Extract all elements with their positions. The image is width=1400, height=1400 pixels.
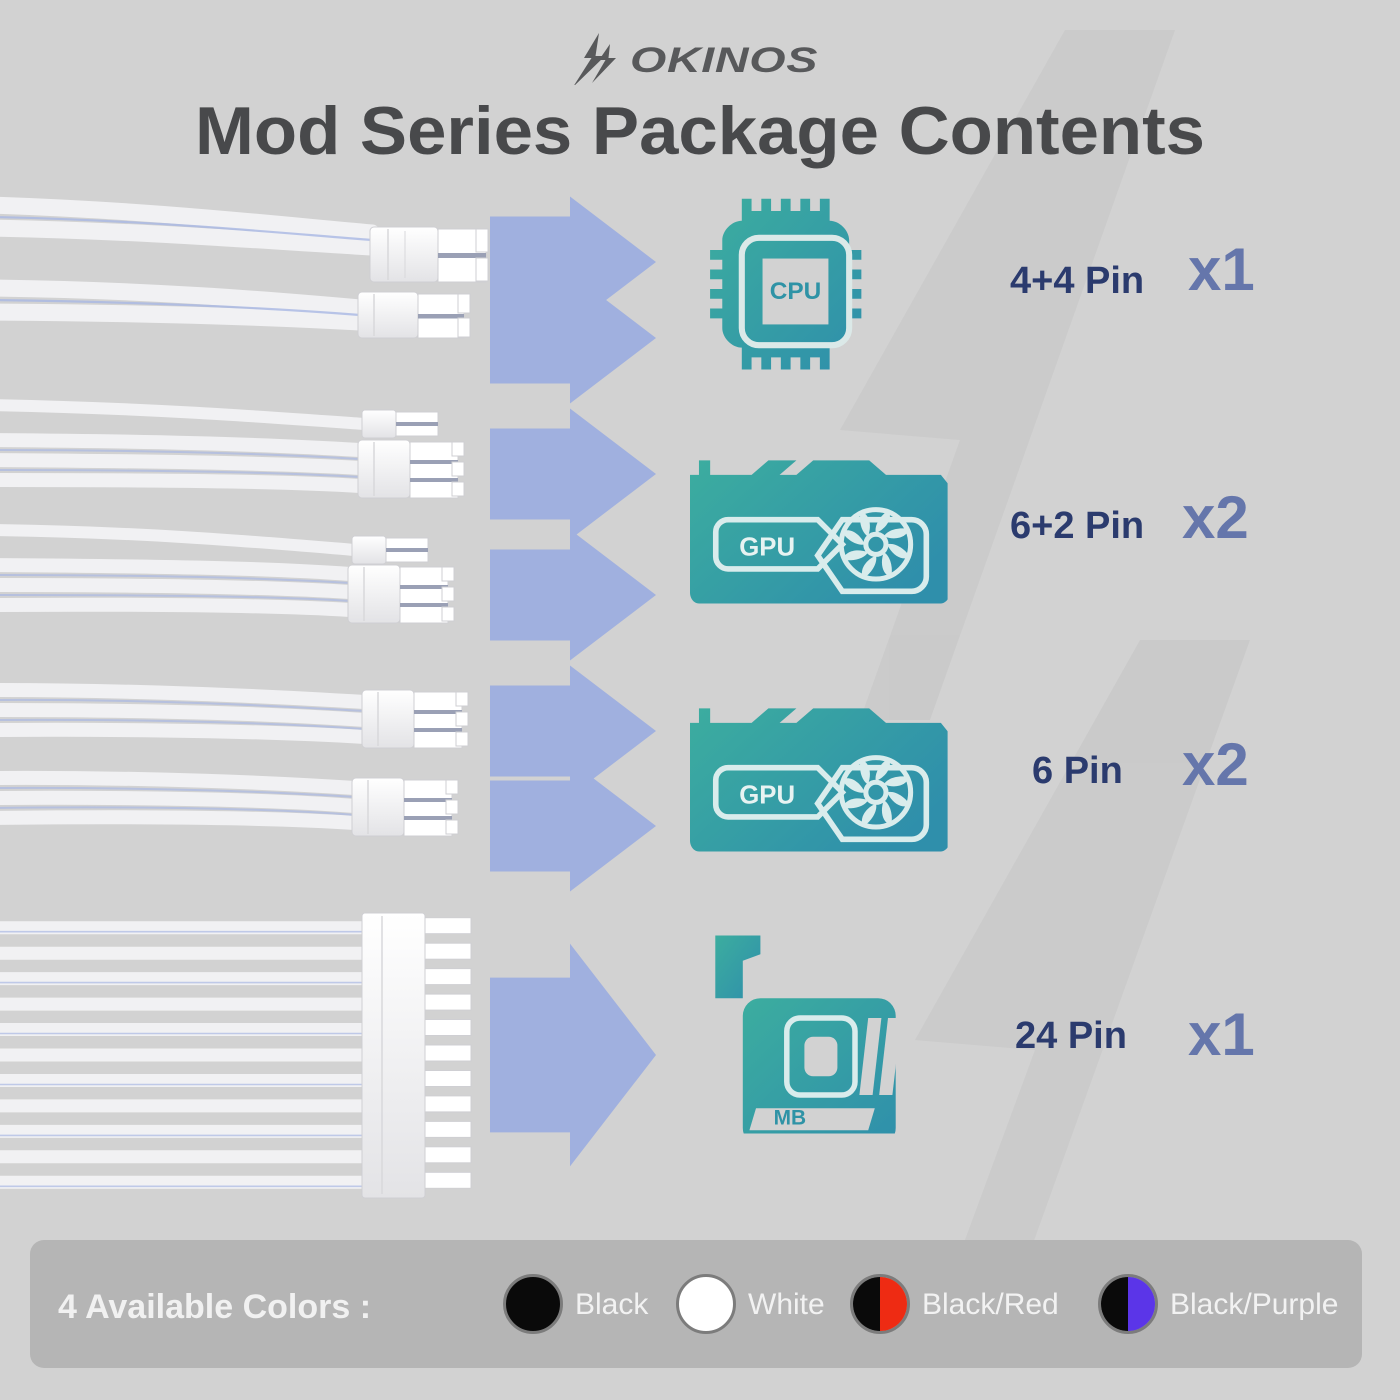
svg-text:CPU: CPU	[770, 278, 822, 305]
